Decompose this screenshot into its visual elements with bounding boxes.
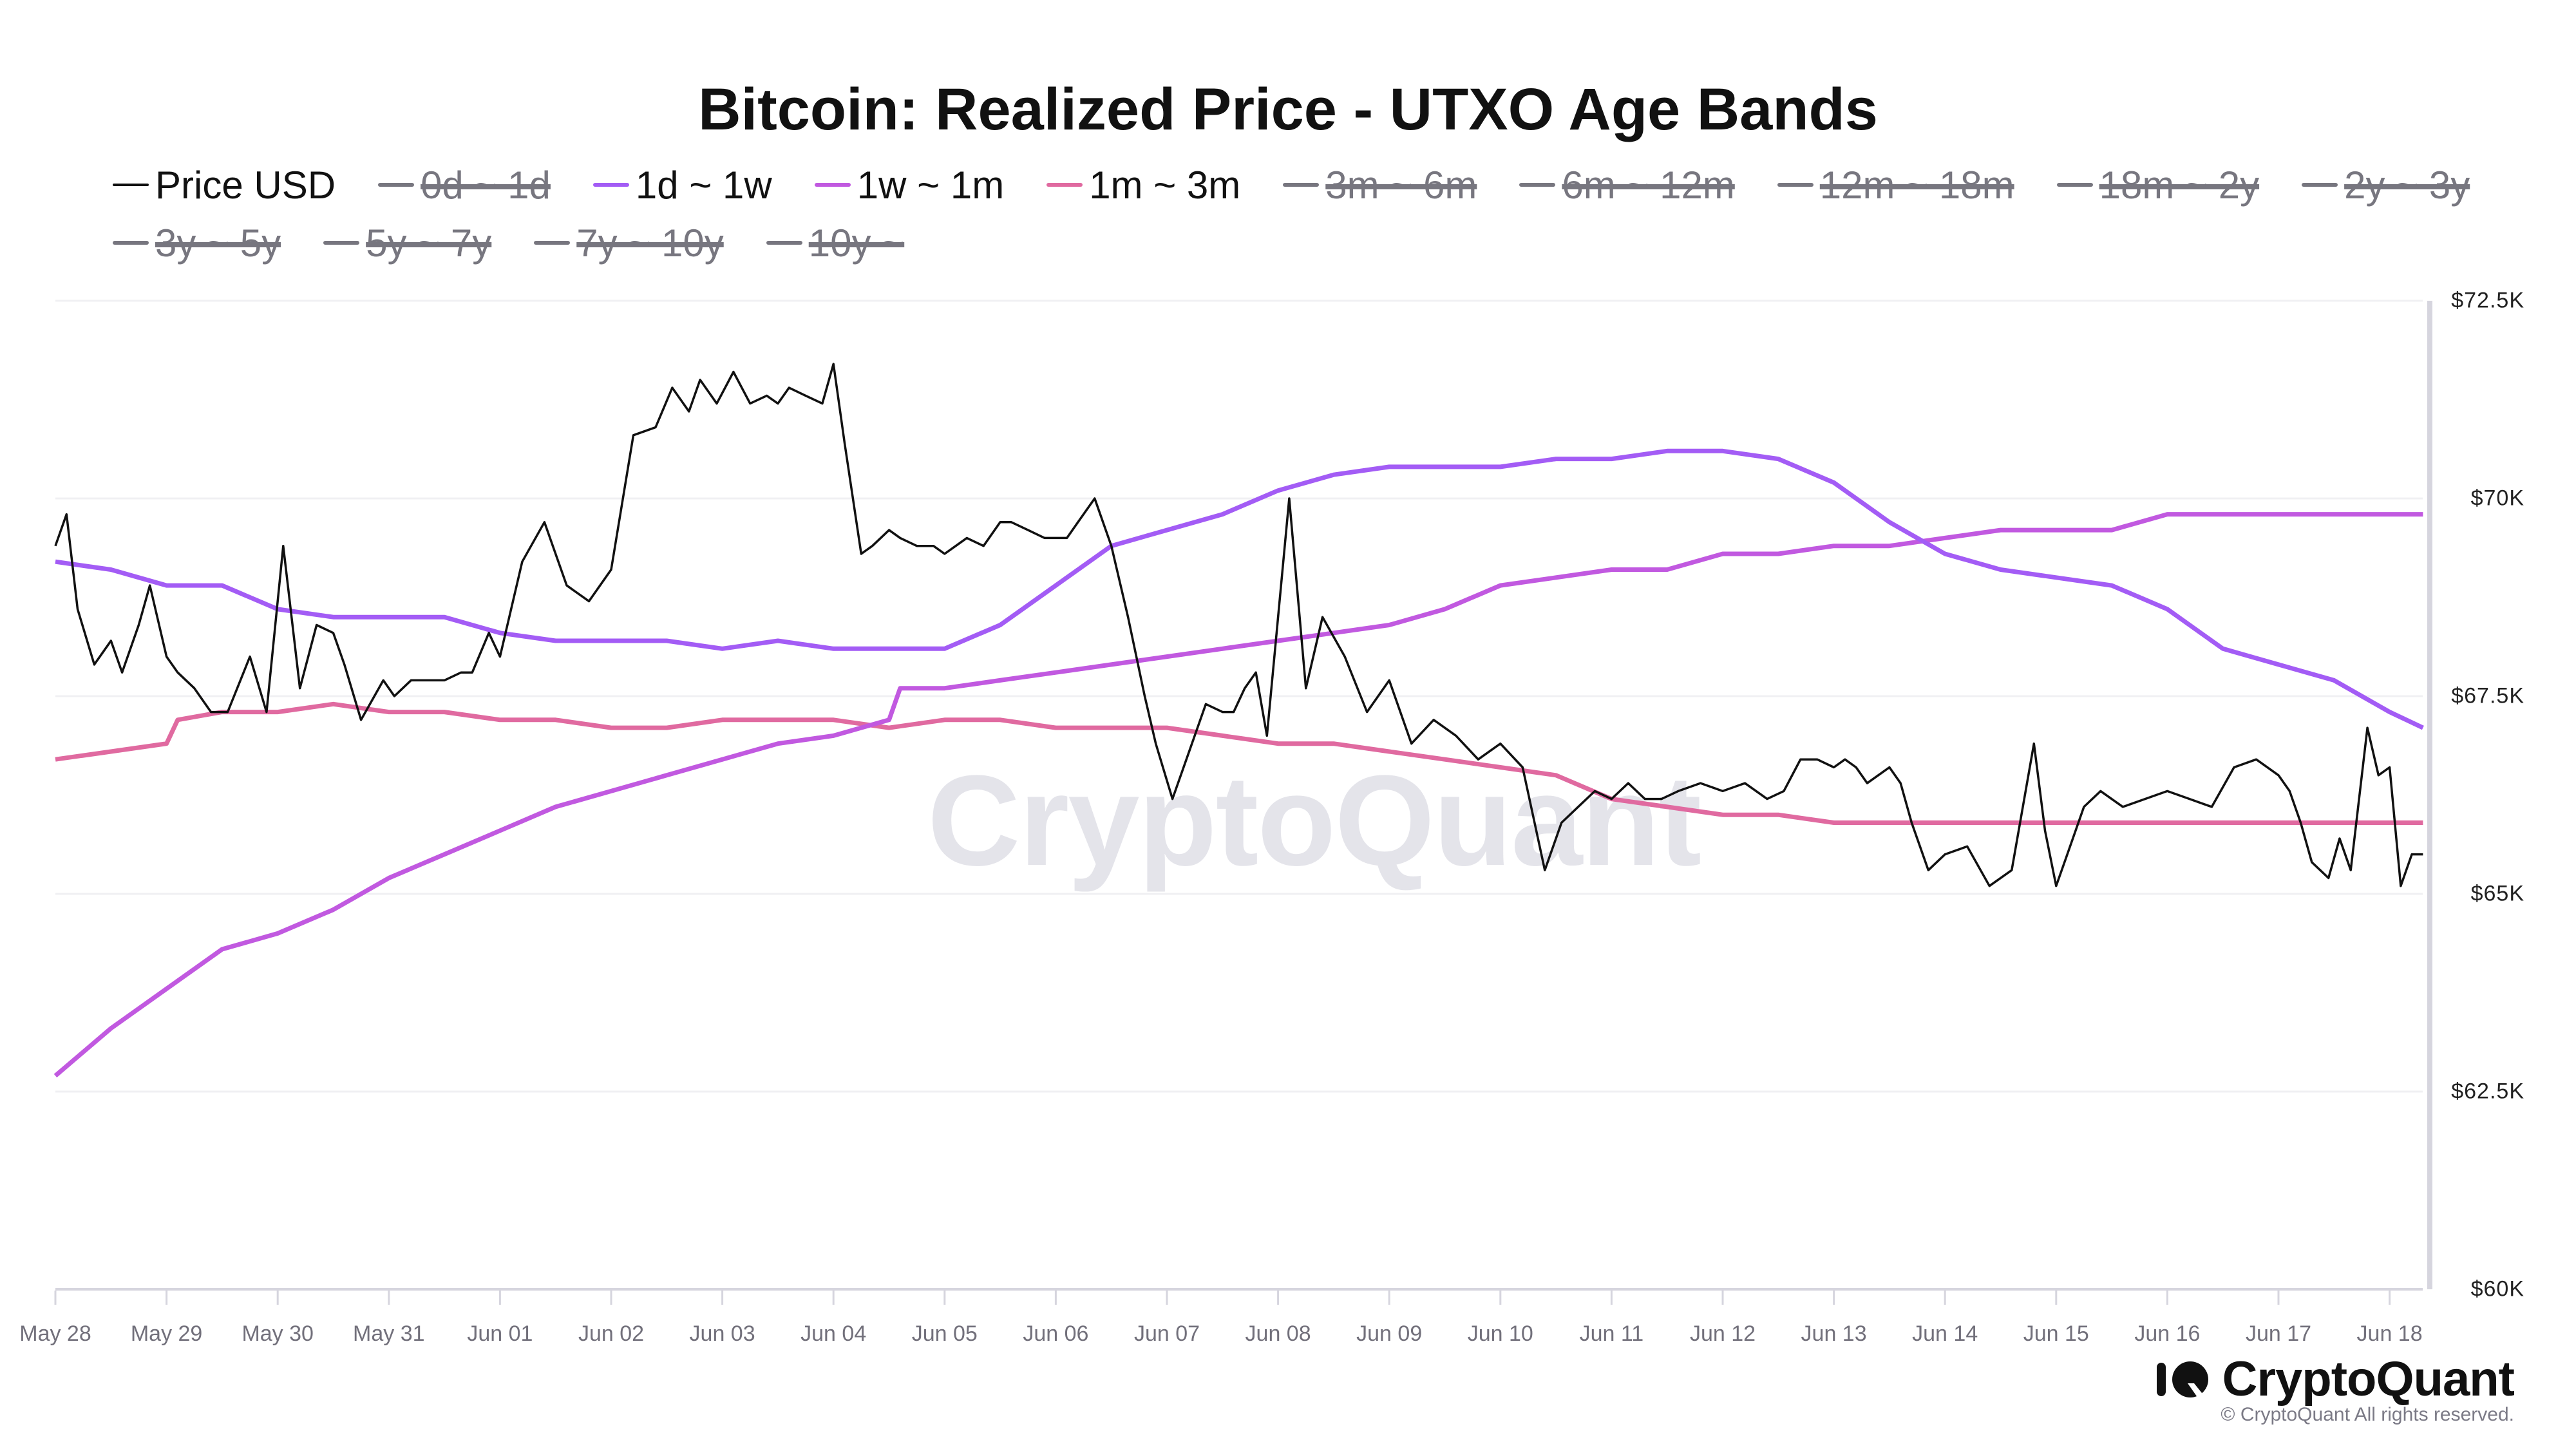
x-tick-label: Jun 05 xyxy=(911,1321,978,1346)
legend-item-3m-6m[interactable]: 3m ~ 6m xyxy=(1283,162,1477,207)
legend-label: 1w ~ 1m xyxy=(857,163,1005,207)
legend-swatch-icon xyxy=(378,183,415,187)
x-tick-label: Jun 07 xyxy=(1133,1321,1200,1346)
watermark: CryptoQuant xyxy=(927,749,1701,893)
series-line-1w-1m xyxy=(53,512,2423,1078)
x-tick-label: May 30 xyxy=(242,1321,314,1346)
x-tick-label: Jun 13 xyxy=(1801,1321,1867,1346)
x-tick-label: Jun 16 xyxy=(2134,1321,2201,1346)
legend-swatch-icon xyxy=(766,241,802,245)
legend-label: 18m ~ 2y xyxy=(2099,163,2260,207)
legend-item-1d-1w[interactable]: 1d ~ 1w xyxy=(592,162,772,207)
legend-label: 6m ~ 12m xyxy=(1562,163,1735,207)
x-tick-label: Jun 15 xyxy=(2023,1321,2089,1346)
legend-swatch-icon xyxy=(113,184,149,186)
y-tick-label: $72.5K xyxy=(2451,288,2524,313)
series-line-1d-1w xyxy=(55,448,2424,730)
y-tick-label: $65K xyxy=(2470,881,2524,906)
legend-label: 12m ~ 18m xyxy=(1819,163,2014,207)
legend-swatch-icon xyxy=(1046,183,1083,187)
legend-label: 0d ~ 1d xyxy=(421,163,551,207)
legend-label: 5y ~ 7y xyxy=(366,221,492,265)
x-tick-label: Jun 12 xyxy=(1689,1321,1756,1346)
legend-swatch-icon xyxy=(592,183,629,187)
legend-item-0d-1d[interactable]: 0d ~ 1d xyxy=(378,162,551,207)
legend-label: 3y ~ 5y xyxy=(155,221,281,265)
x-tick-label: Jun 03 xyxy=(689,1321,755,1346)
legend-label: 1m ~ 3m xyxy=(1089,163,1241,207)
brand-logo: CryptoQuant xyxy=(2156,1351,2515,1407)
x-tick-label: Jun 01 xyxy=(467,1321,533,1346)
x-axis-ticks xyxy=(54,1291,2391,1305)
chart-title: Bitcoin: Realized Price - UTXO Age Bands xyxy=(698,77,1878,142)
legend-swatch-icon xyxy=(534,241,571,245)
legend-swatch-icon xyxy=(323,241,360,245)
legend-label: 2y ~ 3y xyxy=(2344,163,2470,207)
legend-label: 3m ~ 6m xyxy=(1325,163,1477,207)
y-tick-label: $62.5K xyxy=(2451,1079,2524,1104)
x-tick-label: Jun 11 xyxy=(1579,1321,1644,1346)
x-tick-label: Jun 09 xyxy=(1356,1321,1423,1346)
x-tick-label: Jun 18 xyxy=(2356,1321,2423,1346)
x-tick-label: May 28 xyxy=(19,1321,91,1346)
x-tick-label: Jun 17 xyxy=(2245,1321,2312,1346)
legend-label: 7y ~ 10y xyxy=(576,221,724,265)
series-line-1m-3m xyxy=(55,701,2423,825)
legend-item-18m-2y[interactable]: 18m ~ 2y xyxy=(2056,162,2260,207)
x-tick-label: Jun 06 xyxy=(1023,1321,1089,1346)
series-line-price-usd xyxy=(54,363,2423,887)
x-tick-label: Jun 10 xyxy=(1467,1321,1533,1346)
y-tick-label: $70K xyxy=(2470,486,2524,511)
x-tick-label: Jun 14 xyxy=(1912,1321,1978,1346)
legend-swatch-icon xyxy=(814,183,851,187)
copyright: © CryptoQuant All rights reserved. xyxy=(2221,1404,2514,1425)
x-tick-label: May 29 xyxy=(130,1321,203,1346)
legend-label: 1d ~ 1w xyxy=(635,163,772,207)
x-tick-label: Jun 08 xyxy=(1245,1321,1311,1346)
legend-item-7y-10y[interactable]: 7y ~ 10y xyxy=(534,220,724,265)
legend-swatch-icon xyxy=(1283,183,1320,187)
cryptoquant-logo-icon xyxy=(2156,1361,2208,1397)
x-tick-label: Jun 02 xyxy=(578,1321,645,1346)
legend-item-3y-5y[interactable]: 3y ~ 5y xyxy=(113,220,281,265)
legend-item-1w-1m[interactable]: 1w ~ 1m xyxy=(814,162,1005,207)
legend-swatch-icon xyxy=(1777,183,1814,187)
legend-item-10y[interactable]: 10y ~ xyxy=(766,220,904,265)
legend: Price USD 0d ~ 1d 1d ~ 1w 1w ~ 1m 1m ~ 3m 3m … xyxy=(113,162,2496,265)
y-tick-label: $60K xyxy=(2470,1276,2524,1302)
gridlines xyxy=(55,299,2423,1093)
x-tick-label: May 31 xyxy=(353,1321,425,1346)
legend-label: Price USD xyxy=(155,163,336,207)
legend-label: 10y ~ xyxy=(808,221,905,265)
legend-swatch-icon xyxy=(1519,183,1556,187)
legend-item-5y-7y[interactable]: 5y ~ 7y xyxy=(323,220,491,265)
brand-name: CryptoQuant xyxy=(2222,1352,2515,1406)
legend-item-price-usd[interactable]: Price USD xyxy=(113,162,336,207)
legend-item-2y-3y[interactable]: 2y ~ 3y xyxy=(2302,162,2470,207)
legend-swatch-icon xyxy=(113,241,149,245)
legend-item-1m-3m[interactable]: 1m ~ 3m xyxy=(1046,162,1240,207)
legend-swatch-icon xyxy=(2302,183,2338,187)
y-tick-label: $67.5K xyxy=(2451,683,2524,708)
legend-swatch-icon xyxy=(2056,183,2093,187)
legend-item-6m-12m[interactable]: 6m ~ 12m xyxy=(1519,162,1735,207)
x-tick-label: Jun 04 xyxy=(800,1321,867,1346)
data-series xyxy=(53,363,2424,1078)
legend-item-12m-18m[interactable]: 12m ~ 18m xyxy=(1777,162,2014,207)
